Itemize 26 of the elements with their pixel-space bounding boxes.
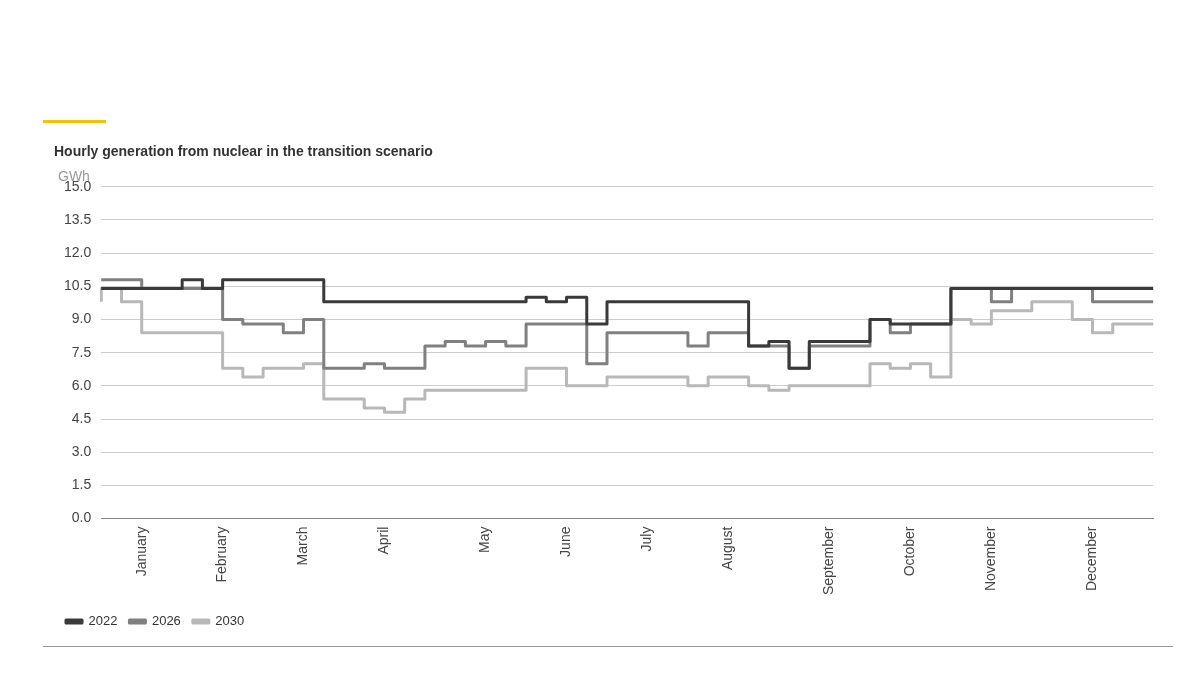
x-tick-label: October — [901, 526, 918, 577]
y-tick-label: 7.5 — [71, 343, 92, 360]
y-tick-label: 1.5 — [71, 476, 92, 493]
x-tick-label: February — [213, 526, 230, 583]
chart-title: Hourly generation from nuclear in the transition scenario — [54, 143, 433, 160]
y-tick-label: 4.5 — [71, 409, 92, 426]
y-tick-label: 13.5 — [64, 210, 92, 227]
y-tick-label: 3.0 — [71, 443, 92, 460]
x-tick-label: August — [719, 526, 736, 571]
legend-label: 2026 — [151, 613, 181, 629]
x-tick-label: September — [820, 526, 837, 595]
x-tick-label: December — [1083, 526, 1100, 592]
x-tick-label: March — [294, 526, 311, 566]
x-tick-label: May — [476, 526, 493, 553]
legend-label: 2030 — [215, 613, 245, 629]
y-tick-label: 10.5 — [64, 277, 92, 294]
x-tick-label: April — [375, 526, 392, 555]
x-tick-label: January — [132, 526, 149, 577]
y-tick-label: 0.0 — [71, 509, 92, 526]
legend-label: 2022 — [88, 613, 118, 629]
y-tick-label: 9.0 — [71, 310, 92, 327]
x-tick-label: July — [638, 526, 655, 552]
y-tick-label: 12.0 — [64, 244, 92, 260]
y-tick-label: 6.0 — [71, 376, 92, 393]
x-tick-label: November — [982, 526, 999, 592]
x-tick-label: June — [557, 526, 574, 557]
